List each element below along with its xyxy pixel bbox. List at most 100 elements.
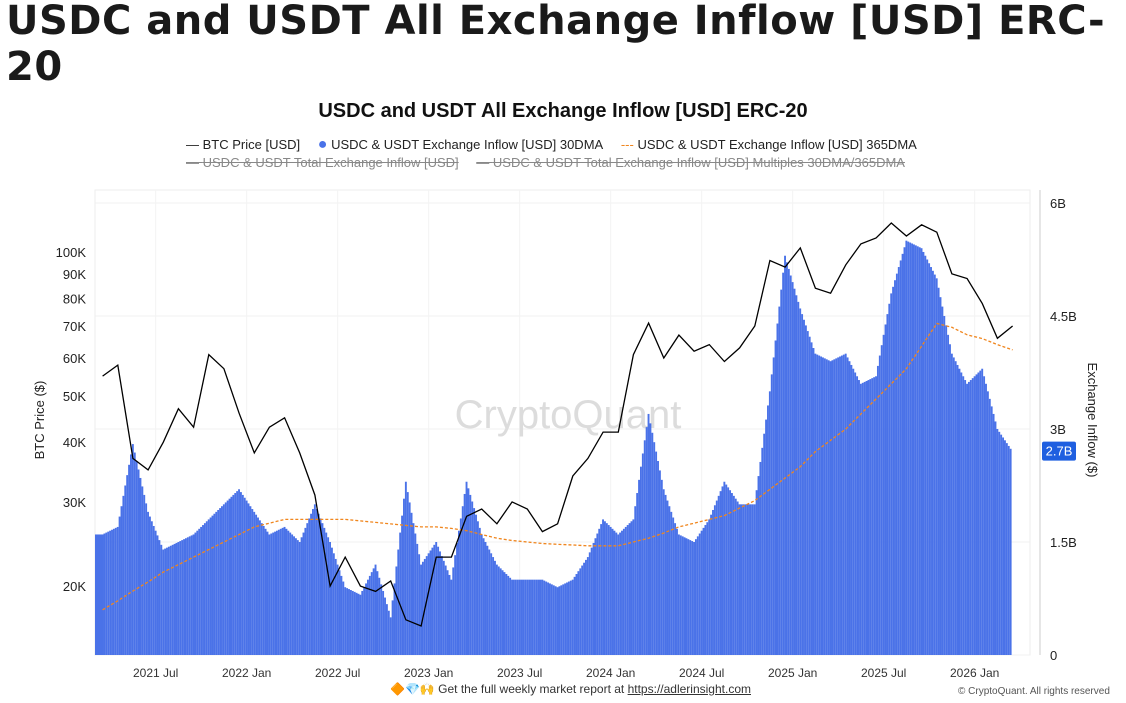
inflow-bar bbox=[160, 544, 163, 655]
inflow-bar bbox=[452, 567, 455, 655]
inflow-bar bbox=[581, 565, 584, 655]
inflow-bar bbox=[677, 534, 680, 655]
inflow-bar bbox=[211, 515, 214, 655]
emoji-icons: 🔶💎🙌 bbox=[390, 682, 435, 696]
inflow-bar bbox=[693, 542, 695, 655]
inflow-bar bbox=[200, 526, 203, 655]
last-value-badge bbox=[1042, 441, 1076, 461]
inflow-bar bbox=[679, 535, 682, 655]
legend-30dma[interactable]: ● USDC & USDT Exchange Inflow [USD] 30DM… bbox=[317, 136, 604, 153]
inflow-bar bbox=[939, 297, 942, 655]
inflow-bar bbox=[949, 344, 951, 655]
inflow-bar bbox=[120, 506, 123, 655]
inflow-bar bbox=[645, 427, 648, 655]
inflow-bar bbox=[803, 319, 805, 655]
inflow-bar bbox=[482, 538, 485, 655]
left-axis-label: BTC Price ($) bbox=[32, 381, 47, 460]
legend-total-inflow[interactable]: — USDC & USDT Total Exchange Inflow [USD… bbox=[186, 155, 459, 170]
inflow-bar bbox=[251, 509, 254, 655]
inflow-bar bbox=[380, 584, 383, 655]
inflow-bar bbox=[945, 325, 948, 655]
inflow-bar bbox=[666, 500, 669, 655]
inflow-bar bbox=[554, 586, 557, 655]
inflow-bar bbox=[920, 248, 923, 655]
inflow-bar bbox=[382, 590, 385, 655]
inflow-bar bbox=[748, 504, 750, 655]
inflow-bar bbox=[835, 358, 838, 655]
inflow-bar bbox=[630, 521, 633, 655]
inflow-bar bbox=[323, 527, 326, 655]
inflow-bar bbox=[913, 244, 915, 655]
inflow-bar bbox=[759, 461, 762, 655]
inflow-bar bbox=[294, 538, 297, 655]
inflow-bar bbox=[1002, 437, 1005, 655]
inflow-bar bbox=[586, 557, 589, 655]
inflow-bar bbox=[562, 584, 565, 655]
inflow-bar bbox=[281, 527, 284, 655]
inflow-bar bbox=[461, 506, 464, 655]
inflow-bar bbox=[831, 360, 834, 655]
inflow-bar bbox=[863, 381, 866, 655]
inflow-bar bbox=[793, 288, 796, 655]
inflow-bar bbox=[463, 493, 466, 655]
inflow-bar bbox=[603, 521, 606, 655]
inflow-bar bbox=[569, 580, 572, 655]
inflow-bar bbox=[723, 481, 726, 655]
inflow-bar bbox=[262, 525, 265, 655]
inflow-bar bbox=[349, 590, 352, 655]
inflow-bar bbox=[230, 496, 233, 655]
inflow-bar bbox=[192, 534, 195, 655]
chart-title: USDC and USDT All Exchange Inflow [USD] … bbox=[318, 100, 808, 122]
left-tick-label: 100K bbox=[56, 245, 87, 260]
inflow-bar bbox=[636, 493, 639, 655]
legend-365dma[interactable]: --- USDC & USDT Exchange Inflow [USD] 36… bbox=[620, 137, 917, 152]
legend-multiples[interactable]: — USDC & USDT Total Exchange Inflow [USD… bbox=[476, 155, 905, 170]
inflow-bar bbox=[154, 530, 157, 655]
inflow-bar bbox=[579, 568, 582, 655]
inflow-bar bbox=[713, 505, 716, 655]
inflow-bar bbox=[344, 587, 347, 655]
inflow-bar bbox=[640, 466, 642, 655]
inflow-bar bbox=[421, 561, 424, 655]
inflow-bar bbox=[378, 577, 381, 655]
inflow-bar bbox=[928, 263, 931, 655]
inflow-bar bbox=[194, 532, 197, 655]
inflow-bar bbox=[878, 355, 881, 655]
inflow-bar bbox=[956, 364, 959, 655]
inflow-bar bbox=[871, 378, 874, 655]
inflow-bar bbox=[892, 286, 895, 655]
inflow-bar bbox=[674, 523, 677, 655]
inflow-bar bbox=[545, 581, 548, 655]
legend-btc[interactable]: — BTC Price [USD] bbox=[186, 137, 301, 152]
inflow-bar bbox=[899, 260, 902, 655]
inflow-bar bbox=[107, 531, 110, 655]
inflow-bar bbox=[560, 585, 563, 655]
inflow-bar bbox=[399, 532, 402, 655]
inflow-bar bbox=[947, 334, 950, 655]
inflow-bar bbox=[905, 240, 908, 655]
inflow-bar bbox=[702, 527, 705, 655]
inflow-bar bbox=[503, 572, 506, 655]
inflow-bar bbox=[822, 357, 824, 655]
inflow-bar bbox=[437, 546, 440, 655]
inflow-bar bbox=[167, 546, 170, 655]
inflow-bar bbox=[795, 295, 798, 655]
report-link[interactable]: https://adlerinsight.com bbox=[627, 682, 751, 696]
inflow-bar bbox=[95, 534, 103, 655]
inflow-bar bbox=[573, 576, 576, 655]
inflow-bar bbox=[848, 361, 851, 655]
inflow-bar bbox=[530, 579, 532, 655]
inflow-bar bbox=[518, 579, 521, 655]
inflow-bar bbox=[222, 504, 225, 655]
inflow-bar bbox=[840, 355, 843, 655]
inflow-bar bbox=[181, 540, 184, 655]
right-tick-label: 6B bbox=[1050, 196, 1066, 211]
x-tick-label: 2024 Jul bbox=[679, 666, 724, 680]
inflow-bar bbox=[943, 316, 946, 655]
inflow-bar bbox=[681, 536, 684, 655]
inflow-bar bbox=[224, 502, 227, 655]
inflow-bar bbox=[691, 541, 694, 655]
inflow-bar bbox=[672, 517, 675, 655]
inflow-bar bbox=[296, 540, 299, 655]
inflow-bar bbox=[922, 251, 925, 655]
